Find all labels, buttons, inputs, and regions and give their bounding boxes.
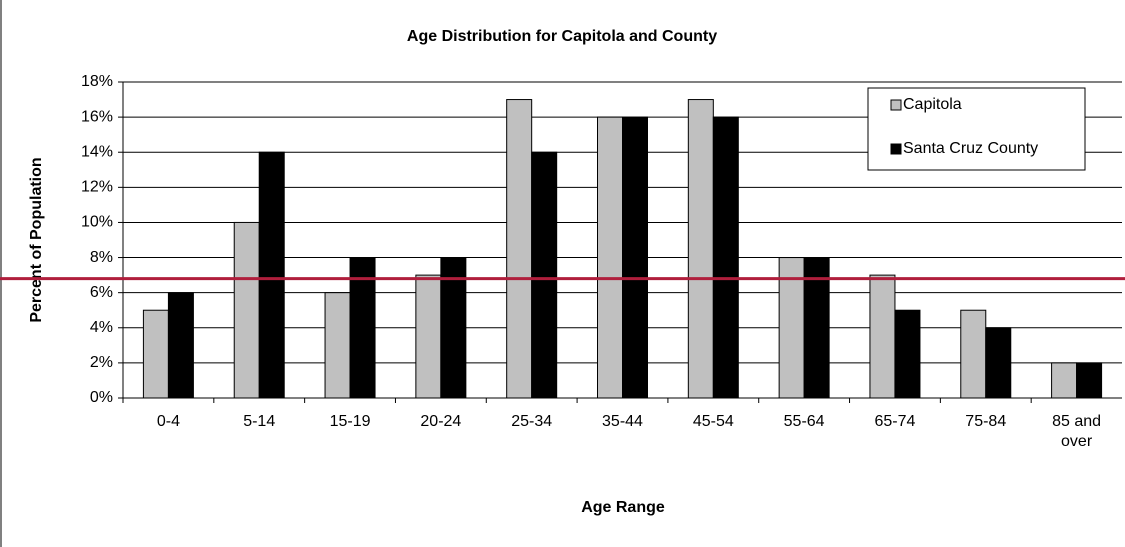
x-tick-label: 85 and over [1052,413,1102,450]
bar [597,116,623,399]
bar [687,99,714,399]
x-tick-label: 45-54 [692,413,734,430]
chart-title: Age Distribution for Capitola and County [407,28,717,45]
y-tick-label: 2% [90,354,113,371]
y-tick-label: 6% [90,284,113,301]
bar [1076,362,1103,399]
legend-label: Santa Cruz County [903,140,1038,157]
bar [531,151,558,399]
bar [258,151,285,399]
x-tick-label: 55-64 [783,413,825,430]
x-tick-label: 25-34 [511,413,553,430]
y-tick-label: 14% [81,143,113,160]
bar [415,274,442,399]
bar [440,257,467,399]
bar [803,257,830,399]
bar [894,309,921,399]
bar [985,327,1012,399]
bar [506,99,533,399]
bar [142,309,169,399]
legend-swatch [890,143,902,155]
y-tick-label: 12% [81,179,113,196]
x-tick-label: 35-44 [602,413,643,430]
x-tick-label: 20-24 [420,413,462,430]
bar [349,257,376,399]
legend-label: Capitola [903,96,962,113]
bar [1051,362,1078,399]
bar [233,221,260,399]
bar [712,116,739,399]
bar [960,309,987,399]
bar [167,292,194,399]
y-tick-label: 8% [90,249,113,266]
x-tick-label: 65-74 [874,413,916,430]
x-tick-label: 0-4 [156,413,180,430]
bar [869,274,896,399]
bar [622,116,648,399]
y-tick-label: 10% [81,214,113,231]
y-tick-label: 0% [90,389,113,406]
x-tick-label: 75-84 [965,413,1007,430]
legend-box [867,87,1086,171]
x-axis-label: Age Range [581,499,665,516]
y-axis-label: Percent of Population [28,157,45,322]
x-tick-label: 15-19 [329,413,371,430]
x-tick-label: 5-14 [243,413,276,430]
y-tick-label: 4% [90,319,113,336]
legend-swatch [890,99,902,111]
y-tick-label: 16% [81,108,113,125]
bar [324,292,351,399]
y-tick-label: 18% [81,73,113,90]
